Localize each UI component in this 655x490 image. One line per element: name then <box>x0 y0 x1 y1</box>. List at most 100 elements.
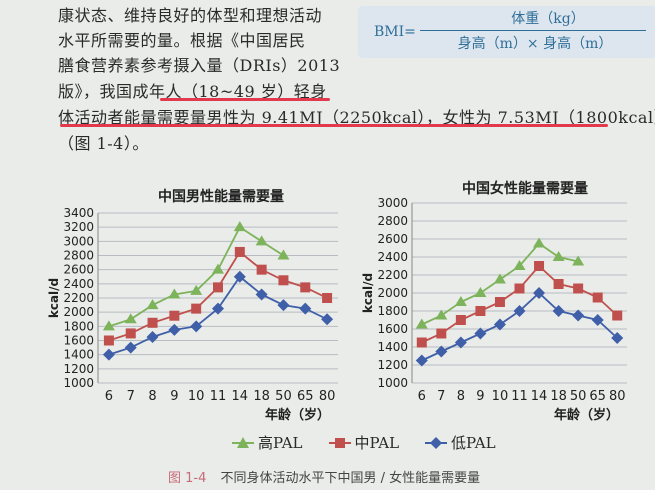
male-series-low-point <box>102 348 115 361</box>
male-series-mid-point <box>191 303 202 314</box>
male-series-high-point <box>255 235 268 246</box>
legend-low-marker-icon <box>425 436 448 449</box>
female-series-low-point <box>513 305 526 317</box>
legend-mid-marker-icon <box>328 437 351 448</box>
legend-item-high: 高PAL <box>232 432 303 453</box>
male-y-tick-label: 2200 <box>63 291 94 305</box>
male-series-low-point <box>168 323 181 336</box>
male-series-low-point <box>212 302 224 315</box>
female-series-mid-point <box>436 328 447 339</box>
male-chart-title: 中国男性能量需要量 <box>158 189 284 205</box>
legend-high-label: 高PAL <box>258 434 303 452</box>
male-series-high-point <box>233 221 246 232</box>
male-y-tick-label: 2600 <box>63 263 94 277</box>
female-series-high-point <box>572 255 585 266</box>
male-series-mid-point <box>125 328 136 339</box>
female-series-mid-point <box>534 261 545 271</box>
paragraph-line-6: （图 1-4）。 <box>58 134 149 153</box>
female-y-axis-label: kcal/d <box>361 273 375 313</box>
female-y-tick-label: 1200 <box>377 358 408 372</box>
female-x-tick-label: 50 <box>570 389 587 404</box>
paragraph-line-5: 体活动者能量需要量男性为 9.41MJ（2250kcal），女性为 7.53MJ… <box>58 108 655 127</box>
paragraph-line-4: 版》，我国成年人（18~49 岁）轻身 <box>58 82 327 101</box>
male-x-tick-label: 65 <box>297 389 314 404</box>
male-x-tick-label: 9 <box>170 389 178 404</box>
male-series-low-point <box>321 313 334 326</box>
male-y-tick-label: 2000 <box>63 305 94 319</box>
legend-low-label: 低PAL <box>451 434 496 452</box>
male-series-low-point <box>255 288 268 301</box>
female-series-mid-point <box>455 315 466 325</box>
paragraph-line-1: 康状态、维持良好的体型和理想活动 <box>58 6 323 25</box>
female-x-tick-label: 11 <box>511 389 528 404</box>
male-x-tick-label: 6 <box>105 389 113 404</box>
male-series-mid-point <box>234 246 245 257</box>
female-x-tick-label: 8 <box>457 389 465 404</box>
male-series-high-point <box>146 299 159 310</box>
male-series-mid-point <box>278 275 289 286</box>
male-series-mid-point <box>300 282 311 293</box>
female-series-mid-point <box>592 292 603 303</box>
female-series-high-point <box>533 237 546 248</box>
male-series-low-point <box>277 299 290 312</box>
male-y-tick-label: 1000 <box>63 376 94 390</box>
paragraph-line-3: 膳食营养素参考摄入量（DRIs）2013 <box>58 56 341 75</box>
male-x-axis-label: 年龄（岁） <box>265 407 330 423</box>
chart-legend: 高PAL 中PAL 低PAL <box>232 432 496 453</box>
male-y-tick-label: 2400 <box>63 277 94 291</box>
female-series-low-point <box>591 314 604 326</box>
female-series-low-point <box>474 327 487 340</box>
paragraph-line-2: 水平所需要的量。根据《中国居民 <box>58 31 306 50</box>
female-y-tick-label: 1000 <box>377 376 408 390</box>
bmi-numerator: 体重（kg） <box>511 11 585 27</box>
male-x-tick-label: 7 <box>127 389 135 404</box>
legend-mid-label: 中PAL <box>354 434 400 452</box>
figure-number: 图 1-4 <box>168 471 207 486</box>
highlight-underline-1 <box>160 98 330 101</box>
bmi-label: BMI= <box>374 24 416 40</box>
male-x-tick-label: 14 <box>232 389 249 404</box>
male-y-tick-label: 3400 <box>63 206 94 220</box>
male-series-low-point <box>124 341 137 354</box>
female-series-mid-point <box>494 297 505 307</box>
female-series-high-point <box>552 251 565 261</box>
male-series-low-point <box>299 302 312 315</box>
bmi-formula-box: BMI= 体重（kg） 身高（m）× 身高（m） <box>358 6 655 58</box>
female-y-tick-label: 3000 <box>377 196 408 210</box>
male-y-tick-label: 1200 <box>63 362 94 376</box>
highlight-underline-2 <box>60 124 608 127</box>
female-series-low-point <box>493 318 506 331</box>
female-series-mid-point <box>416 337 427 348</box>
male-y-axis-label: kcal/d <box>47 278 61 318</box>
male-y-tick-label: 2800 <box>63 249 94 263</box>
male-series-mid-point <box>147 317 158 328</box>
male-series-high-point <box>190 284 203 295</box>
female-series-mid-point <box>514 283 525 294</box>
female-y-tick-label: 1800 <box>377 304 408 318</box>
female-series-low-point <box>533 287 546 299</box>
female-series-mid-point <box>475 306 486 316</box>
female-series-high-point <box>493 273 506 284</box>
female-y-tick-label: 1400 <box>377 340 408 354</box>
male-x-tick-label: 11 <box>210 389 227 404</box>
male-series-high-point <box>277 249 290 260</box>
male-y-tick-label: 1600 <box>63 334 94 348</box>
female-y-tick-label: 2600 <box>377 232 408 246</box>
female-series-mid-line <box>421 264 618 344</box>
male-series-low-point <box>233 270 246 283</box>
male-x-tick-label: 50 <box>275 389 292 404</box>
male-series-mid-point <box>322 293 333 303</box>
female-x-tick-label: 10 <box>492 389 509 404</box>
female-x-tick-label: 14 <box>531 389 548 404</box>
male-series-low-point <box>146 330 159 343</box>
female-series-low-point <box>415 354 428 367</box>
female-x-tick-label: 80 <box>609 389 626 404</box>
male-y-tick-label: 1800 <box>63 319 94 333</box>
female-y-tick-label: 2800 <box>377 214 408 228</box>
male-series-high-point <box>102 320 115 331</box>
female-series-high-point <box>513 260 526 270</box>
male-y-tick-label: 1400 <box>63 348 94 362</box>
male-x-tick-label: 8 <box>148 389 156 404</box>
female-chart-title: 中国女性能量需要量 <box>462 181 588 197</box>
